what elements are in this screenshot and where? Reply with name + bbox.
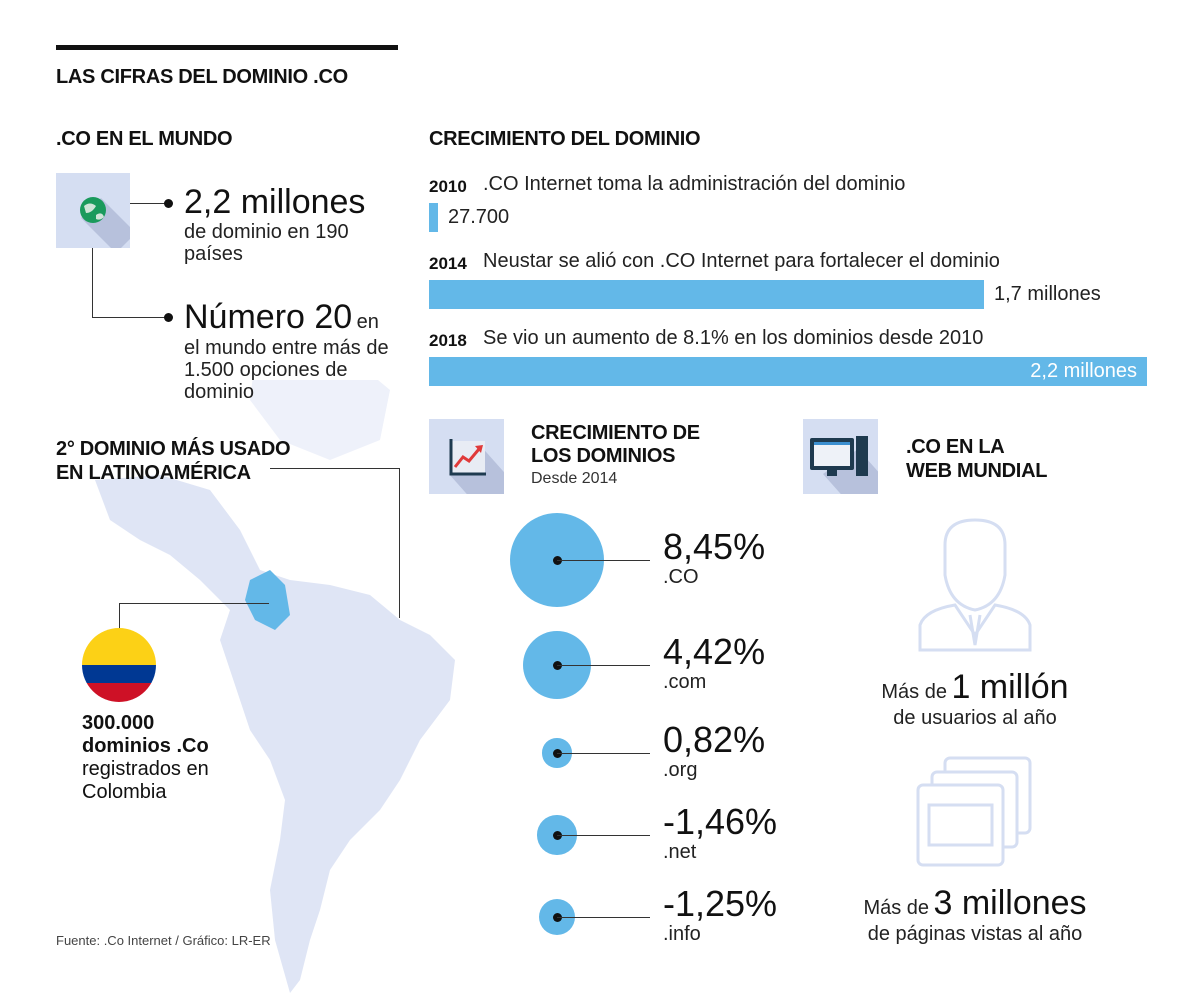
bubble-leader xyxy=(557,753,650,754)
growth-chart-icon xyxy=(449,439,504,494)
latam-heading: 2° DOMINIO MÁS USADO EN LATINOAMÉRICA xyxy=(56,438,291,484)
bubble-category: .info xyxy=(663,923,701,945)
world-stat2-suffix: en xyxy=(356,311,379,333)
bubble-subtitle: Desde 2014 xyxy=(531,470,618,487)
world-stat2: Número 20 en xyxy=(184,299,379,335)
bubble-value: -1,46% xyxy=(663,801,778,842)
globe-icon-box xyxy=(56,173,130,248)
globe-icon xyxy=(80,197,130,248)
world-stat2-value: Número 20 xyxy=(184,298,353,336)
page-title: LAS CIFRAS DEL DOMINIO .CO xyxy=(56,66,348,88)
bubble-category: .org xyxy=(663,759,698,781)
bar-year: 2014 xyxy=(429,254,467,273)
bar-label: 1,7 millones xyxy=(994,283,1101,305)
bubble-category: .net xyxy=(663,841,697,863)
bubble-leader xyxy=(557,917,650,918)
computer-icon xyxy=(810,436,878,494)
title-rule xyxy=(56,45,398,50)
bar-year: 2010 xyxy=(429,177,467,196)
bubble-leader xyxy=(557,835,650,836)
bubble-leader xyxy=(557,560,650,561)
user-icon xyxy=(918,518,1032,652)
web-heading: .CO EN LA WEB MUNDIAL xyxy=(906,436,1048,482)
users-stat: Más de 1 millón de usuarios al año xyxy=(881,668,1069,729)
growth-heading: CRECIMIENTO DEL DOMINIO xyxy=(429,128,701,150)
bar xyxy=(429,280,984,309)
bubble-leader xyxy=(557,665,650,666)
bar-description: Se vio un aumento de 8.1% en los dominio… xyxy=(483,327,984,349)
computer-icon-box xyxy=(803,419,878,494)
colombia-highlight xyxy=(245,570,290,630)
bubble-title: CRECIMIENTO DE LOS DOMINIOS xyxy=(531,422,700,467)
bar-description: Neustar se alió con .CO Internet para fo… xyxy=(483,250,1000,272)
colombia-flag-icon xyxy=(82,628,156,702)
bar-year: 2018 xyxy=(429,331,467,350)
bar-label: 27.700 xyxy=(448,206,510,228)
pages-stat: Más de 3 millones de páginas vistas al a… xyxy=(863,884,1087,945)
bar-description: .CO Internet toma la administración del … xyxy=(483,173,906,195)
bubble-value: 8,45% xyxy=(663,526,766,567)
world-stat1-text: de dominio en 190 países xyxy=(184,221,349,265)
bar xyxy=(429,203,438,232)
growth-chart-icon-box xyxy=(429,419,504,494)
bar xyxy=(429,357,1147,386)
world-stat2-text: el mundo entre más de 1.500 opciones de … xyxy=(184,337,389,403)
bubble-category: .com xyxy=(663,671,707,693)
source-note: Fuente: .Co Internet / Gráfico: LR-ER xyxy=(56,933,271,948)
pages-icon xyxy=(916,756,1032,867)
world-stat1-value: 2,2 millones xyxy=(184,183,366,221)
bubble-value: 4,42% xyxy=(663,631,766,672)
americas-map xyxy=(95,380,455,993)
world-heading: .CO EN EL MUNDO xyxy=(56,128,233,150)
latam-stat: 300.000 dominios .Co registrados en Colo… xyxy=(82,712,209,803)
bubble-value: -1,25% xyxy=(663,883,778,924)
bubble-value: 0,82% xyxy=(663,719,766,760)
bar-label: 2,2 millones xyxy=(1030,360,1137,382)
bubble-category: .CO xyxy=(663,566,699,588)
